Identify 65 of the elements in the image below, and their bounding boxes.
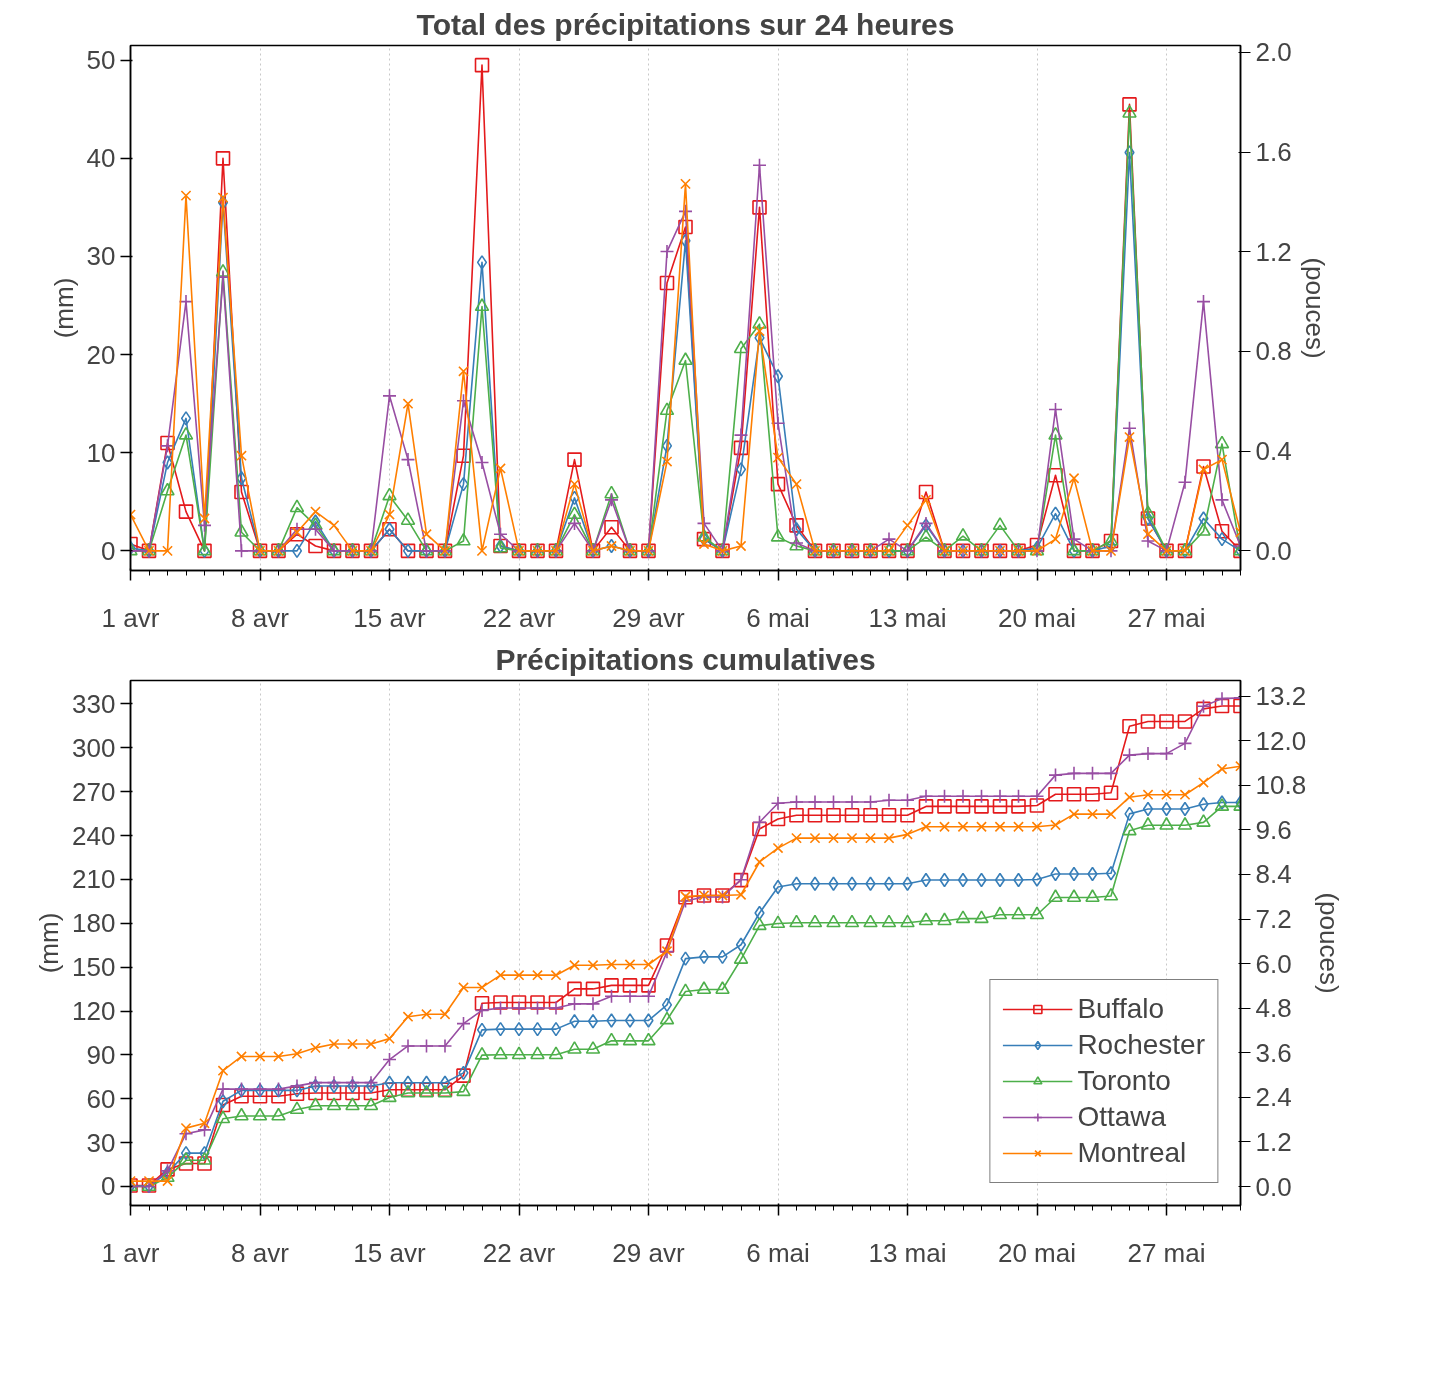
y2-tick-label: 4.8 <box>1255 993 1292 1024</box>
x-tick-label: 29 avr <box>612 602 685 633</box>
x-tick-label: 8 avr <box>231 602 290 633</box>
x-tick-label: 15 avr <box>353 602 426 633</box>
y2-tick-label: 6.0 <box>1255 948 1292 979</box>
y-axis-title: (mm) <box>34 912 65 974</box>
chart-title: Total des précipitations sur 24 heures <box>416 7 955 41</box>
y2-tick-label: 7.2 <box>1255 904 1292 935</box>
y-axis-title: (mm) <box>48 277 79 339</box>
x-tick-label: 8 avr <box>231 1237 290 1268</box>
y2-tick-label: 12.0 <box>1255 725 1307 756</box>
y-tick-label: 210 <box>72 864 116 895</box>
y-tick-label: 330 <box>72 688 116 719</box>
y-tick-label: 270 <box>72 776 116 807</box>
y-tick-label: 30 <box>86 241 116 272</box>
y-tick-label: 10 <box>86 437 116 468</box>
x-tick-label: 6 mai <box>746 602 810 633</box>
legend-label: Montreal <box>1077 1136 1187 1170</box>
y2-tick-label: 1.6 <box>1255 137 1292 168</box>
y-tick-label: 0 <box>101 1171 116 1202</box>
y2-axis-title: (pouces) <box>1299 257 1330 359</box>
y-tick-label: 60 <box>86 1083 116 1114</box>
x-tick-label: 13 mai <box>868 602 947 633</box>
x-tick-label: 22 avr <box>482 1237 556 1268</box>
y2-tick-label: 2.0 <box>1255 37 1292 68</box>
y2-tick-label: 0.4 <box>1255 436 1292 467</box>
x-tick-label: 15 avr <box>353 1237 426 1268</box>
x-tick-label: 6 mai <box>746 1237 810 1268</box>
y2-tick-label: 0.8 <box>1255 336 1292 367</box>
y-tick-label: 20 <box>86 339 116 370</box>
legend-label: Ottawa <box>1077 1100 1167 1134</box>
y2-axis-title: (pouces) <box>1314 892 1345 994</box>
y2-tick-label: 1.2 <box>1255 236 1292 267</box>
y2-tick-label: 9.6 <box>1255 814 1292 845</box>
y-tick-label: 0 <box>101 535 116 566</box>
x-tick-label: 20 mai <box>997 1237 1077 1268</box>
legend-label: Rochester <box>1077 1028 1205 1062</box>
y-tick-label: 50 <box>86 45 116 76</box>
y-tick-label: 120 <box>72 996 116 1026</box>
y-tick-label: 300 <box>72 732 116 763</box>
y-tick-label: 240 <box>72 820 116 851</box>
y2-tick-label: 0.0 <box>1255 1171 1292 1202</box>
y2-tick-label: 10.8 <box>1255 770 1307 801</box>
y-tick-label: 180 <box>72 908 116 939</box>
x-tick-label: 20 mai <box>997 602 1077 633</box>
legend-label: Buffalo <box>1077 992 1165 1026</box>
x-tick-label: 27 mai <box>1127 602 1206 633</box>
x-tick-label: 22 avr <box>482 602 556 633</box>
y-tick-label: 150 <box>72 952 116 983</box>
x-tick-label: 29 avr <box>612 1237 685 1268</box>
y2-tick-label: 13.2 <box>1255 681 1307 712</box>
y2-tick-label: 0.0 <box>1255 535 1292 566</box>
legend-label: Toronto <box>1077 1064 1171 1098</box>
y2-tick-label: 3.6 <box>1255 1037 1292 1068</box>
x-tick-label: 1 avr <box>101 1237 160 1268</box>
chart-title: Précipitations cumulatives <box>495 642 876 676</box>
y-tick-label: 90 <box>86 1039 116 1070</box>
y2-tick-label: 8.4 <box>1255 859 1292 890</box>
x-tick-label: 1 avr <box>101 602 160 633</box>
y-tick-label: 40 <box>86 143 116 174</box>
y2-tick-label: 1.2 <box>1255 1126 1292 1157</box>
y-tick-label: 30 <box>86 1127 116 1158</box>
x-tick-label: 27 mai <box>1127 1237 1206 1268</box>
x-tick-label: 13 mai <box>868 1237 947 1268</box>
y2-tick-label: 2.4 <box>1255 1082 1292 1113</box>
